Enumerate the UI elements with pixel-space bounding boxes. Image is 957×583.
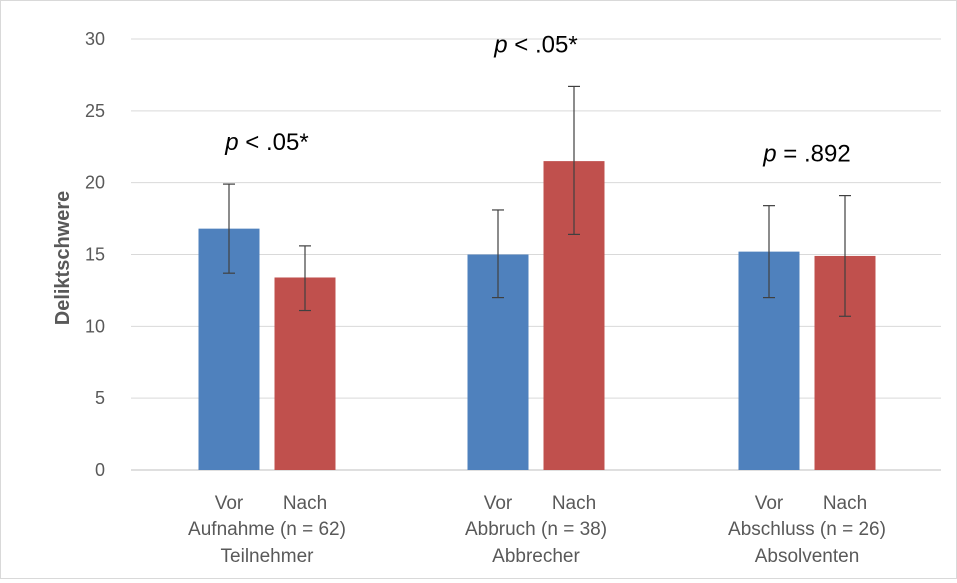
- group-name-label: Absolventen: [755, 546, 860, 567]
- p-value: < .05*: [239, 129, 309, 156]
- y-axis-title: Deliktschwere: [52, 191, 74, 326]
- significance-annotation: p < .05*: [224, 129, 308, 156]
- group-label: Abbruch (n = 38): [465, 519, 607, 540]
- y-tick-label: 25: [85, 101, 105, 121]
- x-axis-labels: Vor Nach Aufnahme (n = 62) Teilnehmer Vor Nac…: [188, 493, 886, 567]
- significance-annotation: p < .05*: [493, 31, 577, 58]
- bars: [198, 161, 876, 470]
- category-label: Nach: [823, 493, 867, 514]
- annotations: p < .05*p < .05*p = .892: [224, 31, 850, 167]
- group-name-label: Abbrecher: [492, 546, 580, 567]
- group-label: Abschluss (n = 26): [728, 519, 886, 540]
- category-label: Vor: [484, 493, 513, 514]
- y-tick-label: 0: [95, 460, 105, 480]
- y-tick-label: 20: [85, 173, 105, 193]
- p-value: < .05*: [508, 31, 578, 58]
- group-label: Aufnahme (n = 62): [188, 519, 346, 540]
- y-tick-label: 30: [85, 29, 105, 49]
- gridlines: [131, 38, 941, 471]
- y-axis: 0 5 10 15 20 25 30: [85, 29, 105, 480]
- significance-annotation: p = .892: [762, 141, 850, 168]
- y-tick-label: 15: [85, 245, 105, 265]
- error-bars: [223, 85, 851, 317]
- y-tick-label: 5: [95, 388, 105, 408]
- category-label: Vor: [215, 493, 244, 514]
- p-symbol: p: [493, 31, 507, 58]
- p-symbol: p: [762, 141, 776, 168]
- category-label: Nach: [283, 493, 327, 514]
- y-tick-label: 10: [85, 316, 105, 336]
- p-value: = .892: [777, 141, 851, 168]
- p-symbol: p: [224, 129, 238, 156]
- category-label: Nach: [552, 493, 596, 514]
- category-label: Vor: [755, 493, 784, 514]
- group-name-label: Teilnehmer: [221, 546, 315, 567]
